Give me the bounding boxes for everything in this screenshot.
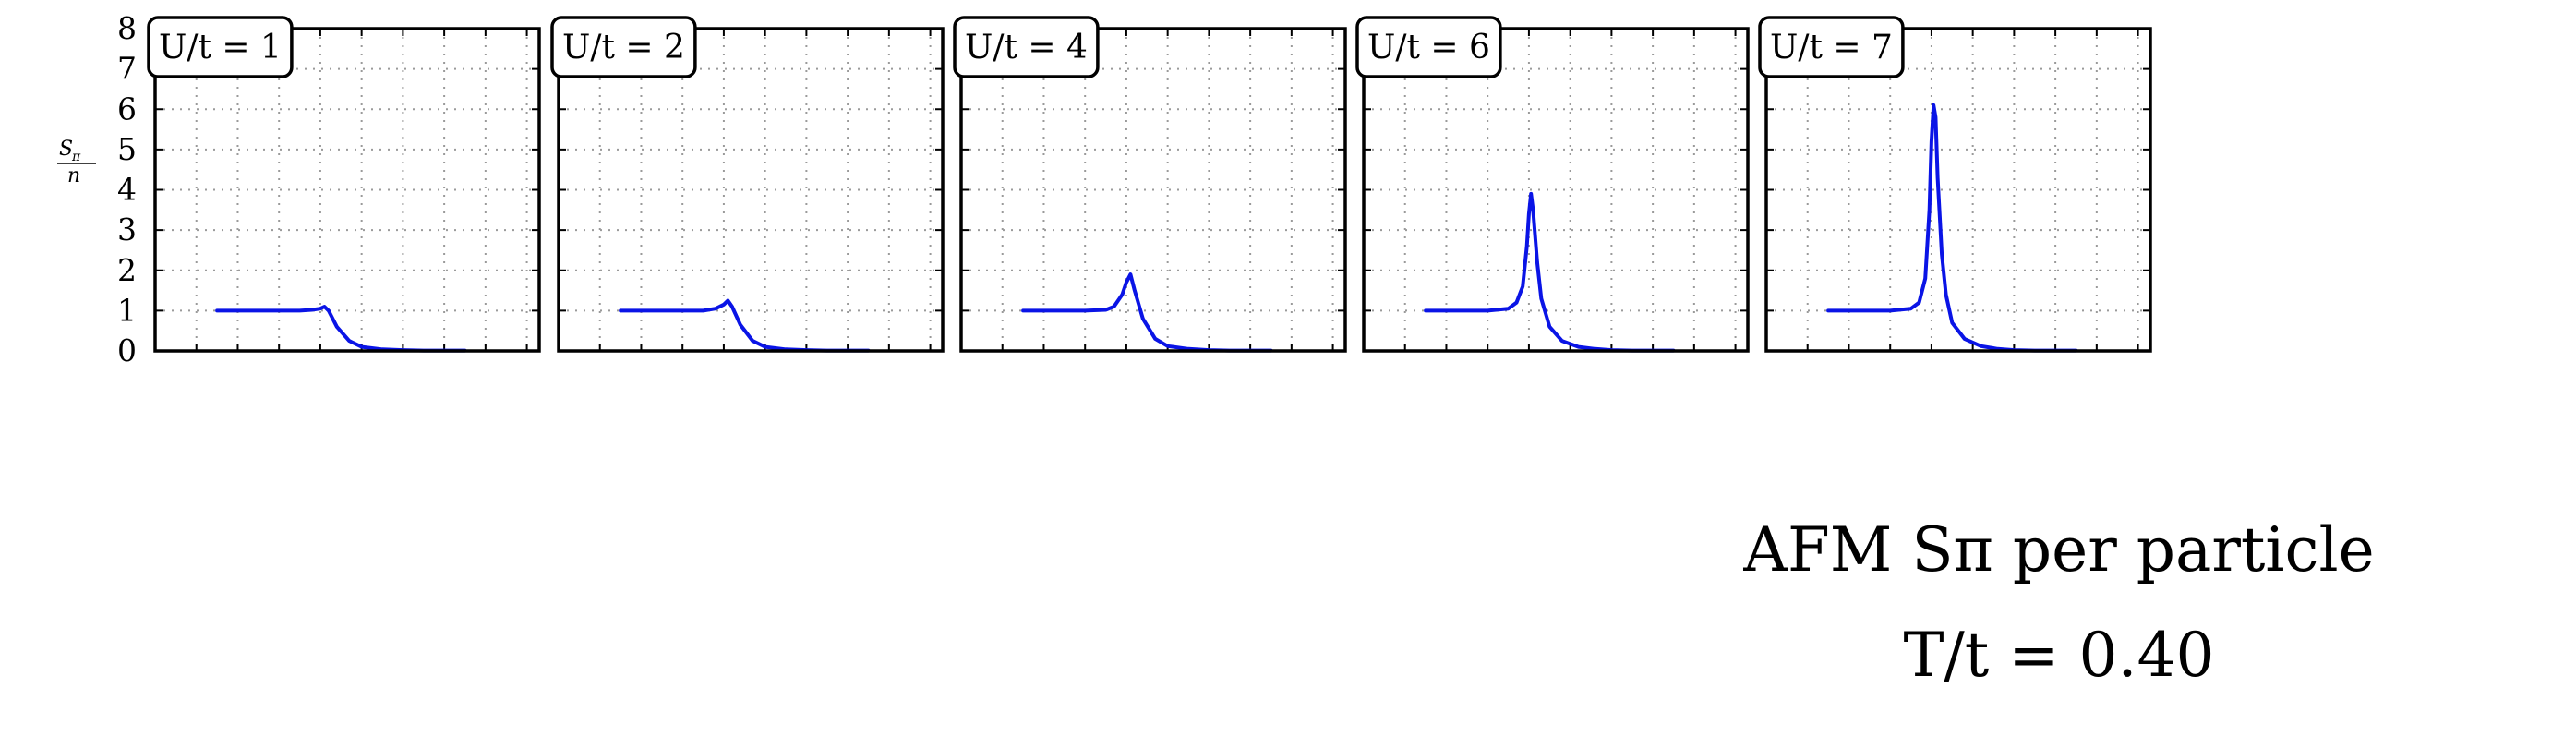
panel-4: U/t = 6: [1355, 16, 1750, 353]
panel-label: U/t = 1: [147, 16, 294, 78]
panel-label-text: U/t = 1: [159, 29, 282, 66]
series-line: [1021, 272, 1273, 353]
panel-frame: [1362, 27, 1750, 353]
panel-frame: [153, 27, 541, 353]
panel-label-box: [953, 16, 1100, 78]
panel-label: U/t = 4: [953, 16, 1100, 78]
panel-label: U/t = 7: [1758, 16, 1905, 78]
y-tick-label: 3: [117, 211, 137, 247]
ylabel-subscript: π: [71, 150, 81, 164]
y-tick-label: 0: [117, 332, 137, 368]
y-tick-labels: 0 1 2 34 5 67 8: [117, 10, 137, 368]
y-tick-label: 4: [117, 172, 137, 208]
ylabel-numerator: S: [59, 138, 73, 161]
panel-label-box: [1355, 16, 1502, 78]
panel-label-text: U/t = 4: [965, 29, 1088, 66]
panels: U/t = 1 U/t = 2 U/t = 4 U/t = 6 U/t = 7: [147, 16, 2152, 353]
y-tick-label: 1: [117, 292, 137, 328]
panel-label-text: U/t = 2: [562, 29, 685, 66]
panel-1: U/t = 1: [147, 16, 541, 353]
panel-label-text: U/t = 7: [1770, 29, 1893, 66]
panel-5: U/t = 7: [1758, 16, 2152, 353]
y-tick-label: 2: [117, 252, 137, 288]
y-tick-label: 7: [117, 51, 137, 87]
series-line: [215, 305, 467, 353]
panel-frame: [959, 27, 1347, 353]
panel-frame: [557, 27, 945, 353]
panel-3: U/t = 4: [953, 16, 1347, 353]
y-tick-label: 8: [117, 10, 137, 46]
caption-temperature: T/t = 0.40: [1904, 620, 2215, 691]
panel-frame: [1764, 27, 2152, 353]
panel-2: U/t = 2: [550, 16, 945, 353]
panel-label-box: [550, 16, 697, 78]
ylabel-denominator: n: [67, 164, 80, 187]
y-tick-label: 5: [117, 131, 137, 167]
y-axis-label: S π n: [57, 138, 96, 187]
series-line: [619, 298, 871, 353]
panel-label-text: U/t = 6: [1367, 29, 1490, 66]
caption-title: AFM Sπ per particle: [1742, 514, 2374, 585]
series-line: [1826, 103, 2078, 353]
panel-label-box: [147, 16, 294, 78]
caption: AFM Sπ per particle T/t = 0.40: [1742, 514, 2374, 691]
series-line: [1424, 191, 1676, 353]
panel-label: U/t = 2: [550, 16, 697, 78]
panel-label: U/t = 6: [1355, 16, 1502, 78]
panel-label-box: [1758, 16, 1905, 78]
y-tick-label: 6: [117, 90, 137, 127]
